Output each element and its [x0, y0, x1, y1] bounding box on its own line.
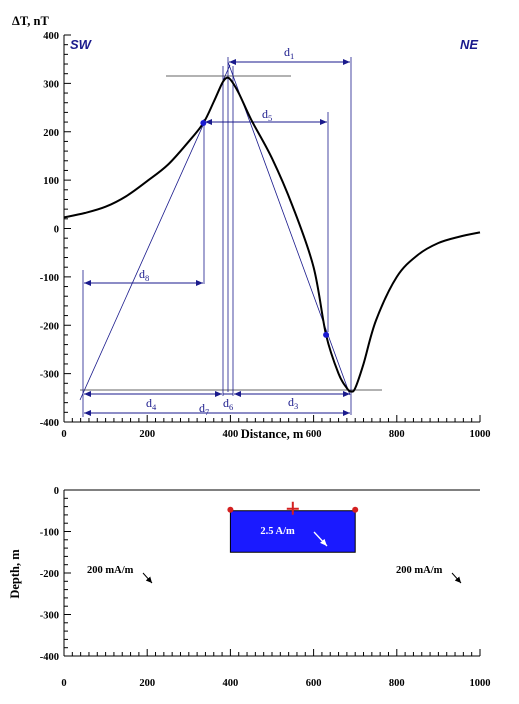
top-y-tick-label: 200	[43, 128, 59, 139]
background-magnetization-right: 200 mA/m	[396, 565, 443, 576]
background-arrow-right	[451, 572, 462, 584]
direction-label-ne: NE	[460, 37, 478, 52]
label-d5: d5	[262, 107, 272, 123]
model-chart: 0 -100 -200 -300 -400 0 200 400 600 800 1000 Depth…	[8, 486, 491, 689]
top-x-tick-label: 600	[306, 429, 322, 440]
body-markers	[227, 501, 359, 515]
bottom-x-tick-label: 1000	[470, 678, 491, 689]
label-d1: d1	[284, 45, 294, 61]
direction-label-sw: SW	[70, 37, 93, 52]
top-y-tick-label: 300	[43, 79, 59, 90]
top-y-tick-label: -200	[40, 321, 59, 332]
inflection-point	[200, 120, 207, 127]
background-magnetization-left: 200 mA/m	[87, 565, 134, 576]
label-d3: d3	[288, 395, 298, 411]
bottom-y-axis-label: Depth, m	[8, 549, 22, 599]
bottom-y-tick-label: -400	[40, 652, 59, 663]
bottom-y-tick-label: -100	[40, 528, 59, 539]
top-x-tick-label: 200	[139, 429, 155, 440]
top-x-tick-label: 1000	[470, 429, 491, 440]
bottom-x-tick-label: 800	[389, 678, 405, 689]
bottom-x-tick-label: 0	[61, 678, 66, 689]
dimension-labels: d1 d5 d8 d4 d6 d3 d7	[139, 45, 298, 417]
top-y-tick-label: 400	[43, 31, 59, 42]
bottom-x-tick-label: 600	[306, 678, 322, 689]
anomaly-curve	[63, 76, 481, 393]
label-d6: d6	[223, 396, 233, 412]
top-y-tick-label: 0	[54, 225, 59, 236]
top-x-tick-label: 0	[61, 429, 66, 440]
label-d8: d8	[139, 267, 149, 283]
top-x-axis-label: Distance, m	[241, 427, 304, 441]
top-y-tick-label: -400	[40, 418, 59, 429]
top-y-tick-label: 100	[43, 176, 59, 187]
label-d7: d7	[199, 401, 209, 417]
bottom-x-tick-label: 200	[139, 678, 155, 689]
body-corner-right-marker	[352, 506, 359, 513]
label-d4: d4	[146, 396, 157, 412]
top-x-tick-label: 400	[223, 429, 239, 440]
inflection-point	[323, 331, 330, 338]
top-y-tick-label: -100	[40, 273, 59, 284]
top-y-tick-label: -300	[40, 370, 59, 381]
bottom-y-tick-label: -200	[40, 569, 59, 580]
bottom-y-tick-label: -300	[40, 611, 59, 622]
bottom-axes: 0 -100 -200 -300 -400 0 200 400 600 800 1000	[40, 486, 491, 689]
bottom-x-tick-label: 400	[223, 678, 239, 689]
body-magnetization-label: 2.5 A/m	[260, 526, 295, 537]
dimension-arrows	[84, 59, 350, 416]
bottom-y-tick-label: 0	[54, 486, 59, 497]
top-y-axis-label: ΔT, nT	[12, 14, 49, 28]
inflection-points	[200, 120, 330, 338]
body-corner-left-marker	[227, 506, 234, 513]
tangent-right	[227, 61, 351, 396]
construction-lines	[79, 57, 382, 417]
background-arrow-left	[142, 572, 153, 584]
body-magnetization-arrow	[313, 531, 328, 547]
top-x-tick-label: 800	[389, 429, 405, 440]
